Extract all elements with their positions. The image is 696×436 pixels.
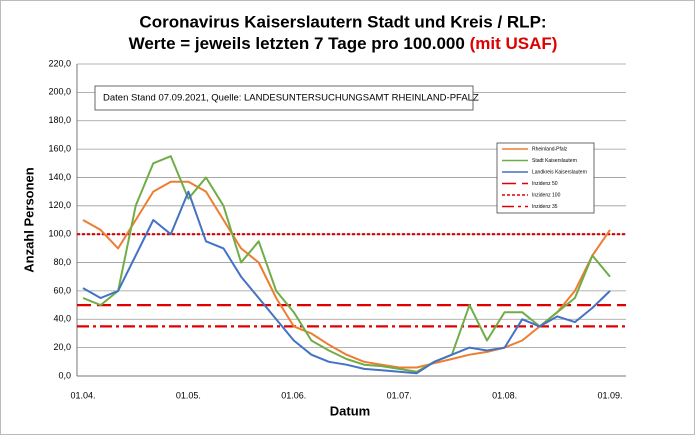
- subtitle-highlight: (mit USAF): [470, 34, 558, 53]
- y-tick-label: 140,0: [48, 172, 71, 182]
- legend-label: Inzidenz 100: [532, 192, 561, 198]
- x-tick-label: 01.05.: [176, 390, 201, 400]
- legend-label: Stadt Kaiserslautern: [532, 158, 577, 164]
- subtitle-text: Werte = jeweils letzten 7 Tage pro 100.0…: [129, 34, 465, 53]
- annotation-box: [94, 85, 474, 111]
- y-tick-label: 20,0: [53, 342, 71, 352]
- x-tick-label: 01.08.: [492, 390, 517, 400]
- y-tick-label: 180,0: [48, 115, 71, 125]
- y-tick-label: 200,0: [48, 87, 71, 97]
- y-axis-label: Anzahl Personen: [21, 167, 36, 273]
- x-tick-label: 01.07.: [387, 390, 412, 400]
- x-tick-label: 01.06.: [281, 390, 306, 400]
- x-tick-label: 01.04.: [70, 390, 95, 400]
- y-tick-label: 80,0: [53, 257, 71, 267]
- annotation: Daten Stand 07.09.2021, Quelle: LANDESUN…: [103, 93, 479, 104]
- chart-title: Coronavirus Kaiserslautern Stadt und Kre…: [139, 12, 546, 31]
- legend-label: Rheinland-Pfalz: [532, 146, 568, 152]
- legend-box: [496, 142, 595, 214]
- legend-label: Inzidenz 50: [532, 181, 558, 187]
- series-line: [82, 180, 611, 369]
- chart-subtitle: Werte = jeweils letzten 7 Tage pro 100.0…: [129, 34, 558, 53]
- legend-label: Landkreis Kaiserslautern: [532, 169, 587, 175]
- x-tick-label: 01.09.: [597, 390, 622, 400]
- series-line: [82, 190, 611, 375]
- y-tick-label: 220,0: [48, 58, 71, 68]
- series-line: [82, 155, 611, 373]
- x-axis-label: Datum: [330, 403, 370, 418]
- y-tick-label: 120,0: [48, 200, 71, 210]
- legend-label: Inzidenz 35: [532, 204, 558, 210]
- y-tick-label: 0,0: [58, 370, 71, 380]
- y-tick-label: 40,0: [53, 314, 71, 324]
- y-tick-label: 160,0: [48, 143, 71, 153]
- y-tick-label: 60,0: [53, 285, 71, 295]
- y-tick-label: 100,0: [48, 229, 71, 239]
